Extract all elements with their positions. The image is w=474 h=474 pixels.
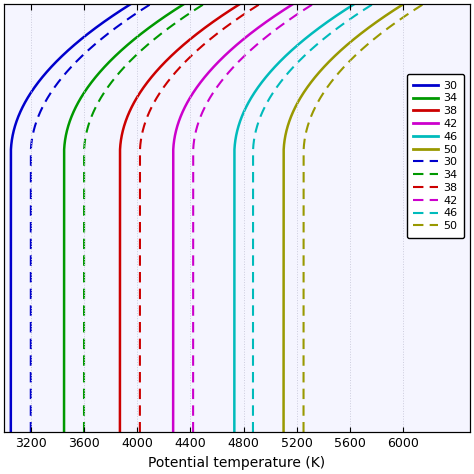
X-axis label: Potential temperature (K): Potential temperature (K) [148, 456, 326, 470]
Legend: 30, 34, 38, 42, 46, 50, 30, 34, 38, 42, 46, 50: 30, 34, 38, 42, 46, 50, 30, 34, 38, 42, … [407, 74, 464, 238]
